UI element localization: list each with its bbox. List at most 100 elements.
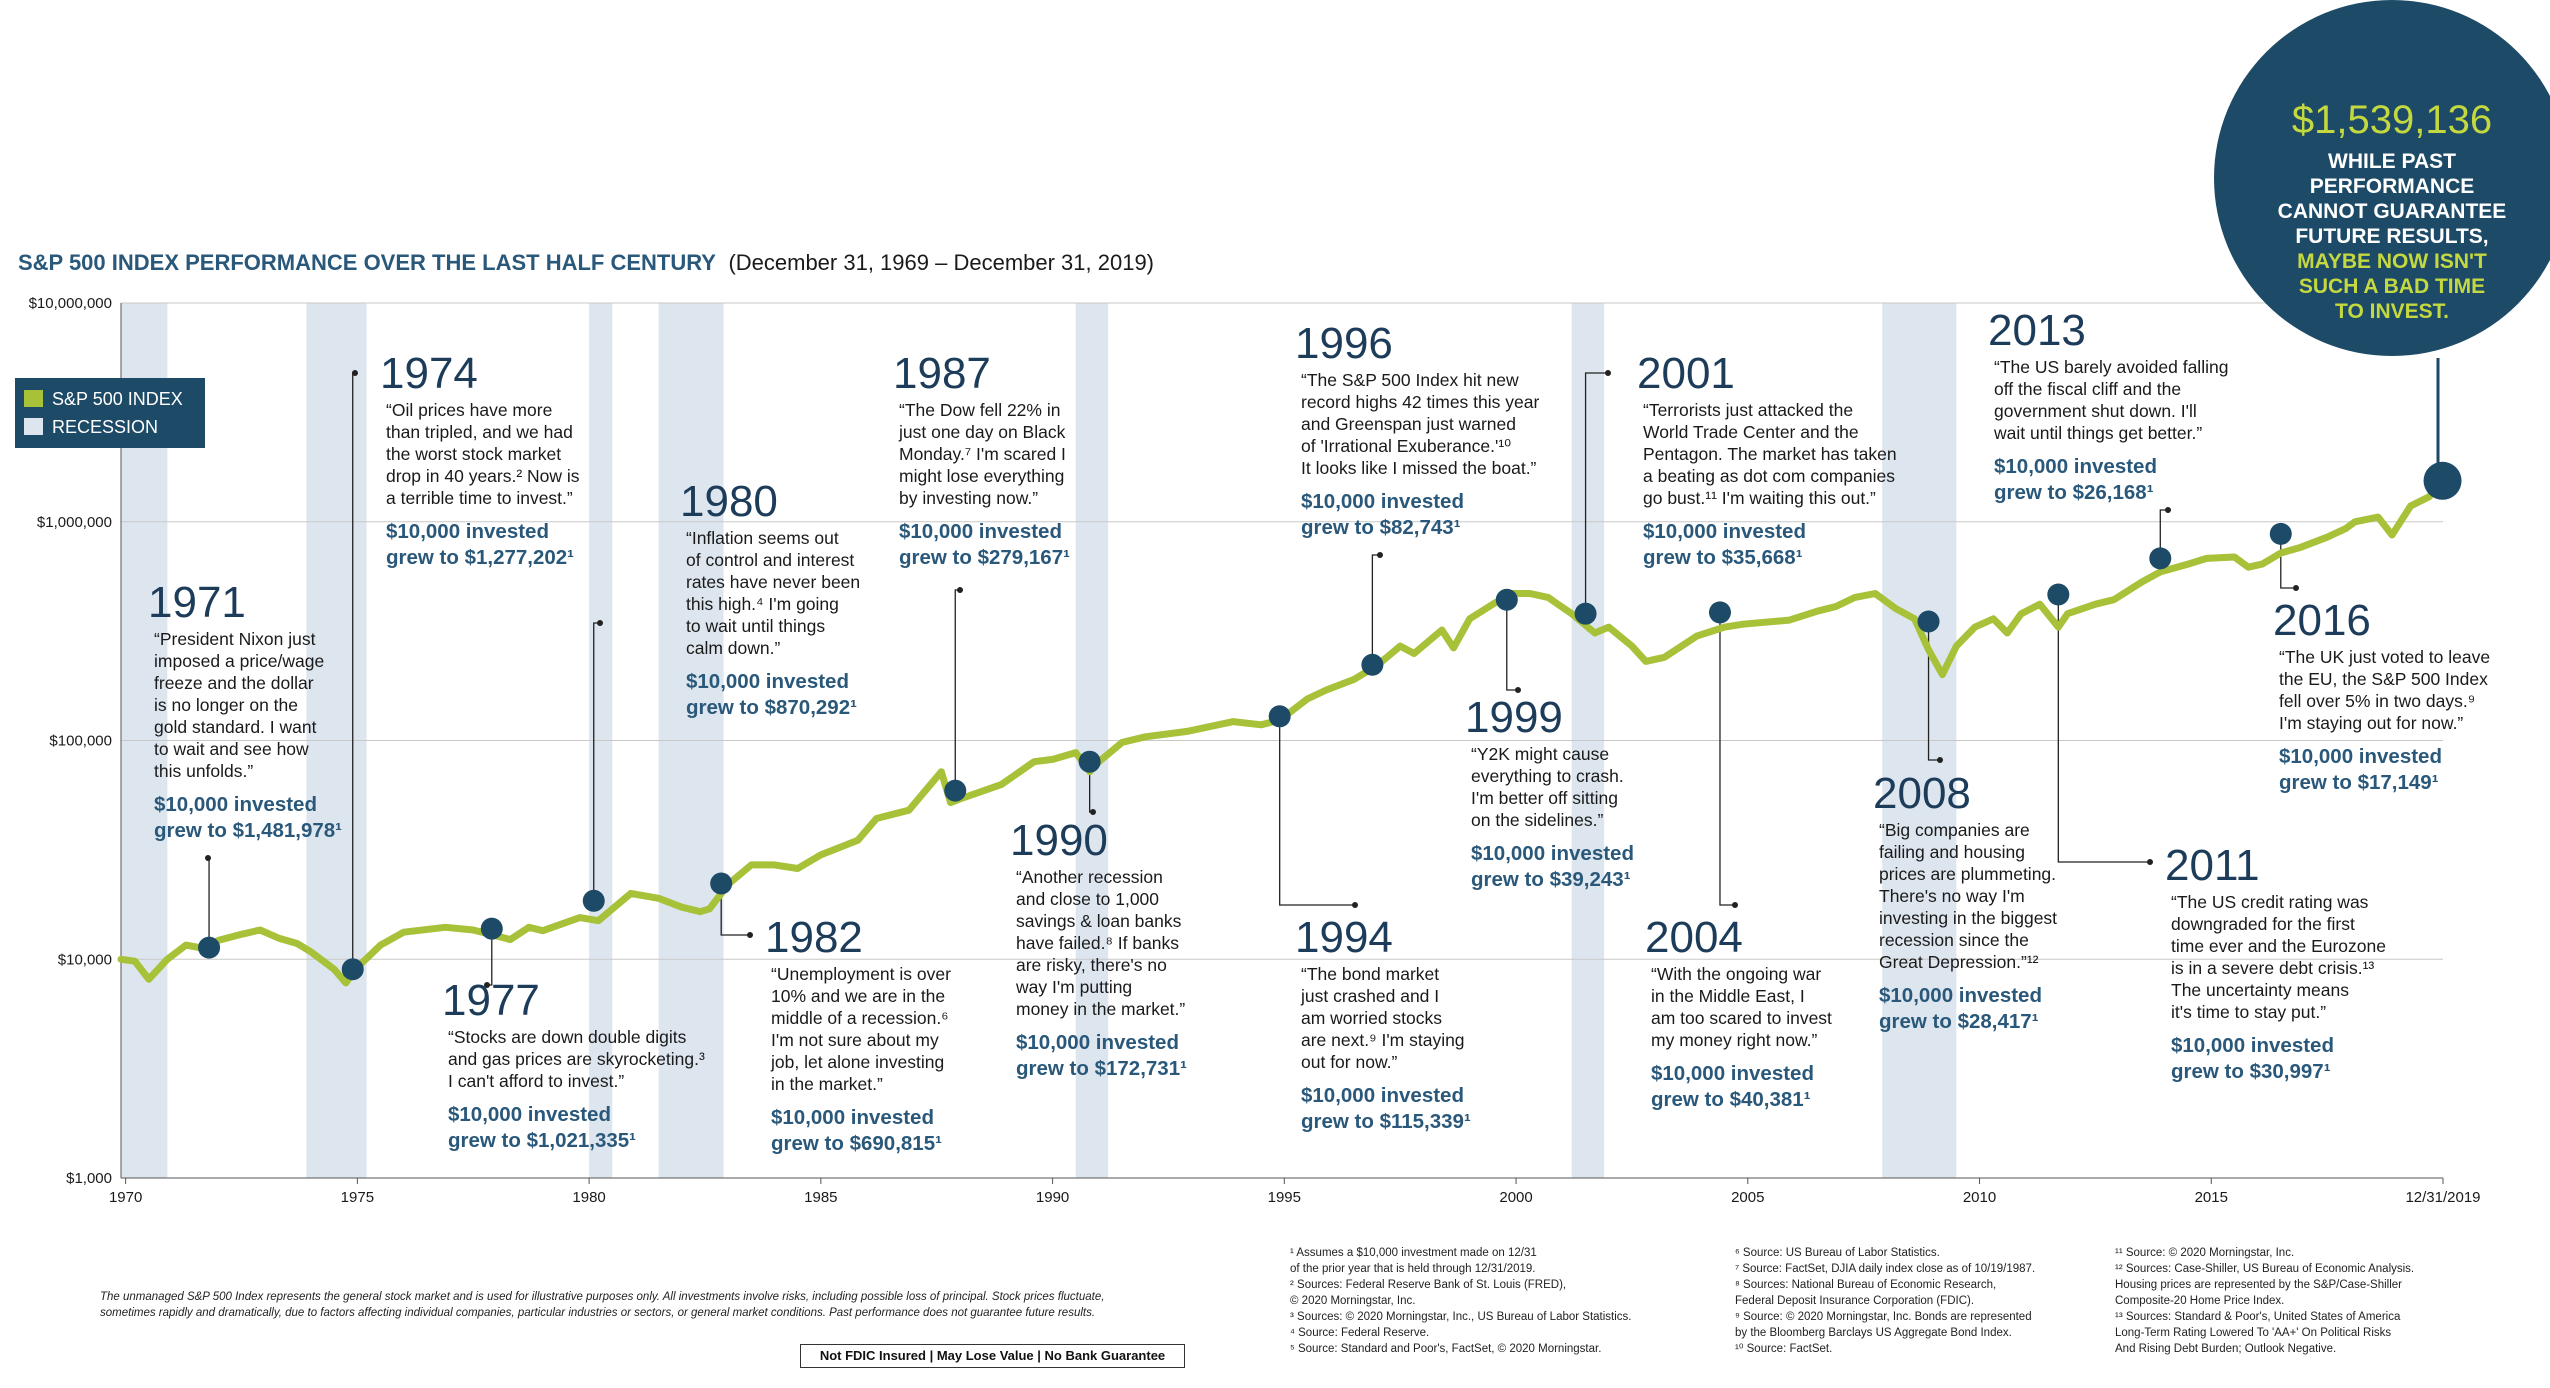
event-quote-line-1971-3: is no longer on the bbox=[154, 695, 298, 715]
event-year-2001: 2001 bbox=[1637, 349, 1735, 398]
event-quote-line-1994-1: just crashed and I bbox=[1300, 986, 1439, 1006]
chart-title-range: (December 31, 1969 – December 31, 2019) bbox=[728, 250, 1154, 275]
event-quote-line-1987-2: Monday.⁷ I'm scared I bbox=[899, 444, 1066, 464]
event-result-line-1980-1: grew to $870,292¹ bbox=[686, 696, 857, 719]
footnotes: ¹ Assumes a $10,000 investment made on 1… bbox=[1290, 1247, 2414, 1355]
event-result-line-1996-1: grew to $82,743¹ bbox=[1301, 516, 1461, 539]
event-marker-1990 bbox=[1078, 750, 1101, 773]
event-result-line-1990-1: grew to $172,731¹ bbox=[1016, 1057, 1187, 1080]
event-quote-line-1971-5: to wait and see how bbox=[154, 739, 309, 759]
event-quote-line-1982-4: job, let alone investing bbox=[770, 1052, 944, 1072]
event-quote-line-2013-2: government shut down. I'll bbox=[1994, 401, 2197, 421]
event-quote-line-1982-3: I'm not sure about my bbox=[771, 1030, 939, 1050]
event-leader-dot-1994 bbox=[1352, 902, 1358, 908]
event-quote-line-1982-5: in the market.” bbox=[771, 1074, 883, 1094]
event-result-line-2004-1: grew to $40,381¹ bbox=[1651, 1088, 1811, 1111]
event-marker-2011 bbox=[2047, 583, 2070, 606]
event-leader-dot-1987 bbox=[957, 587, 963, 593]
callout-accent-1: MAYBE NOW ISN'T bbox=[2297, 250, 2487, 273]
callout-line-4: FUTURE RESULTS, bbox=[2295, 225, 2488, 248]
event-quote-line-1994-3: are next.⁹ I'm staying bbox=[1301, 1030, 1465, 1050]
event-year-1974: 1974 bbox=[380, 349, 478, 398]
event-result-line-1994-0: $10,000 invested bbox=[1301, 1084, 1464, 1107]
event-quote-line-1996-3: of 'Irrational Exuberance.'¹⁰ bbox=[1301, 436, 1511, 456]
callout-accent-2: SUCH A BAD TIME bbox=[2299, 275, 2485, 298]
event-result-line-1977-1: grew to $1,021,335¹ bbox=[448, 1129, 636, 1152]
event-quote-line-1980-3: this high.⁴ I'm going bbox=[686, 594, 839, 614]
event-quote-line-1996-1: record highs 42 times this year bbox=[1301, 392, 1539, 412]
event-year-2008: 2008 bbox=[1873, 769, 1971, 818]
event-quote-line-1990-5: way I'm putting bbox=[1015, 977, 1132, 997]
event-quote-line-1980-5: calm down.” bbox=[686, 638, 781, 658]
event-marker-1982 bbox=[710, 872, 733, 895]
event-leader-1987 bbox=[954, 589, 960, 791]
legend-label-series: S&P 500 INDEX bbox=[52, 389, 183, 409]
event-quote-line-1987-4: by investing now.” bbox=[899, 488, 1038, 508]
event-quote-line-2013-0: “The US barely avoided falling bbox=[1994, 357, 2228, 377]
event-quote-line-1990-0: “Another recession bbox=[1016, 867, 1163, 887]
event-quote-line-1990-4: are risky, there's no bbox=[1016, 955, 1167, 975]
event-result-line-2001-0: $10,000 invested bbox=[1643, 520, 1806, 543]
event-leader-dot-1980 bbox=[597, 620, 603, 626]
event-marker-1974 bbox=[341, 958, 364, 981]
footnote-0-2: ² Sources: Federal Reserve Bank of St. L… bbox=[1290, 1279, 1566, 1291]
event-leader-2008 bbox=[1927, 621, 1940, 761]
x-tick-label-10: 12/31/2019 bbox=[2405, 1189, 2480, 1206]
event-leader-dot-2016 bbox=[2293, 585, 2299, 591]
event-quote-line-2011-4: The uncertainty means bbox=[2171, 980, 2349, 1000]
event-quote-line-2011-0: “The US credit rating was bbox=[2171, 892, 2369, 912]
event-quote-line-2011-2: time ever and the Eurozone bbox=[2171, 936, 2386, 956]
footnote-1-0: ⁶ Source: US Bureau of Labor Statistics. bbox=[1735, 1247, 1940, 1259]
legend-box bbox=[15, 378, 205, 448]
event-leader-dot-1999 bbox=[1515, 687, 1521, 693]
event-leader-dot-2013 bbox=[2165, 507, 2171, 513]
event-quote-line-2001-1: World Trade Center and the bbox=[1643, 422, 1859, 442]
event-quote-line-1996-0: “The S&P 500 Index hit new bbox=[1301, 370, 1519, 390]
event-quote-line-2011-5: it's time to stay put.” bbox=[2171, 1002, 2326, 1022]
callout-accent-3: TO INVEST. bbox=[2335, 300, 2449, 323]
event-year-2011: 2011 bbox=[2165, 841, 2260, 890]
event-quote-line-1987-1: just one day on Black bbox=[898, 422, 1066, 442]
footnote-0-5: ⁴ Source: Federal Reserve. bbox=[1290, 1327, 1429, 1339]
event-marker-2013 bbox=[2149, 547, 2172, 570]
x-tick-label-7: 2005 bbox=[1731, 1189, 1764, 1206]
event-quote-line-2011-3: is in a severe debt crisis.¹³ bbox=[2171, 958, 2374, 978]
gridlines bbox=[121, 302, 2443, 960]
event-marker-2016 bbox=[2269, 522, 2292, 545]
footnote-2-5: Long-Term Rating Lowered To 'AA+' On Pol… bbox=[2115, 1327, 2391, 1339]
event-year-1977: 1977 bbox=[442, 976, 540, 1025]
end-point-marker bbox=[2423, 461, 2462, 500]
callout-line-3: CANNOT GUARANTEE bbox=[2278, 200, 2507, 223]
event-result-line-1982-0: $10,000 invested bbox=[771, 1106, 934, 1129]
disclaimer-line-1: The unmanaged S&P 500 Index represents t… bbox=[100, 1291, 1104, 1303]
event-quote-line-1990-6: money in the market.” bbox=[1016, 999, 1185, 1019]
event-quote-line-1982-0: “Unemployment is over bbox=[771, 964, 951, 984]
event-quote-line-1996-2: and Greenspan just warned bbox=[1301, 414, 1516, 434]
footnote-1-4: ⁹ Source: © 2020 Morningstar, Inc. Bonds… bbox=[1735, 1311, 2032, 1323]
event-year-1999: 1999 bbox=[1465, 693, 1563, 742]
event-leader-dot-1971 bbox=[205, 855, 211, 861]
event-marker-1996 bbox=[1361, 653, 1384, 676]
x-tick-label-5: 1995 bbox=[1268, 1189, 1301, 1206]
event-result-line-2016-0: $10,000 invested bbox=[2279, 745, 2442, 768]
event-quote-line-2016-1: the EU, the S&P 500 Index bbox=[2279, 669, 2488, 689]
event-quote-line-1999-0: “Y2K might cause bbox=[1471, 744, 1609, 764]
event-leader-dot-1982 bbox=[747, 932, 753, 938]
x-tick-label-3: 1985 bbox=[804, 1189, 837, 1206]
event-year-1987: 1987 bbox=[893, 349, 991, 398]
event-quote-line-1974-2: the worst stock market bbox=[386, 444, 561, 464]
event-result-line-1980-0: $10,000 invested bbox=[686, 670, 849, 693]
event-quote-line-1971-1: imposed a price/wage bbox=[154, 651, 324, 671]
footnote-2-0: ¹¹ Source: © 2020 Morningstar, Inc. bbox=[2115, 1247, 2294, 1259]
event-quote-line-2016-3: I'm staying out for now.” bbox=[2279, 713, 2463, 733]
x-tick-label-6: 2000 bbox=[1499, 1189, 1532, 1206]
event-year-2004: 2004 bbox=[1645, 913, 1743, 962]
event-year-1996: 1996 bbox=[1295, 319, 1393, 368]
event-quote-line-2016-0: “The UK just voted to leave bbox=[2279, 647, 2490, 667]
footnote-2-2: Housing prices are represented by the S&… bbox=[2115, 1279, 2402, 1291]
